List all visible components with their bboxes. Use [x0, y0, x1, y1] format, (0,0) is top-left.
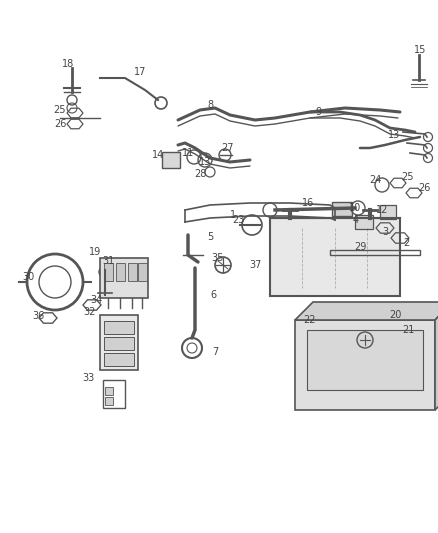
Text: 22: 22: [304, 315, 316, 325]
Text: 2: 2: [403, 238, 409, 248]
Text: 14: 14: [152, 150, 164, 160]
FancyBboxPatch shape: [104, 353, 134, 366]
Text: 17: 17: [134, 67, 146, 77]
Text: 29: 29: [354, 242, 366, 252]
Text: 36: 36: [32, 311, 44, 321]
Text: 26: 26: [54, 119, 66, 129]
Text: 28: 28: [194, 169, 206, 179]
Text: 11: 11: [182, 148, 194, 158]
Text: 20: 20: [389, 310, 401, 320]
Text: 32: 32: [84, 307, 96, 317]
Text: 15: 15: [414, 45, 426, 55]
FancyBboxPatch shape: [355, 215, 373, 229]
Text: 37: 37: [249, 260, 261, 270]
Text: 30: 30: [22, 272, 34, 282]
FancyBboxPatch shape: [295, 320, 435, 410]
Text: 6: 6: [210, 290, 216, 300]
Text: 7: 7: [212, 347, 218, 357]
Text: 9: 9: [315, 107, 321, 117]
Text: 27: 27: [222, 143, 234, 153]
FancyBboxPatch shape: [100, 258, 148, 298]
FancyBboxPatch shape: [307, 330, 423, 390]
FancyBboxPatch shape: [270, 218, 400, 296]
Text: 12: 12: [376, 205, 388, 215]
Text: 34: 34: [90, 295, 102, 305]
Text: 23: 23: [232, 215, 244, 225]
Text: 35: 35: [212, 253, 224, 263]
FancyBboxPatch shape: [104, 321, 134, 334]
FancyBboxPatch shape: [138, 263, 147, 281]
Text: 19: 19: [89, 247, 101, 257]
Text: 33: 33: [82, 373, 94, 383]
FancyBboxPatch shape: [128, 263, 137, 281]
Text: 18: 18: [62, 59, 74, 69]
FancyBboxPatch shape: [105, 387, 113, 395]
Text: 25: 25: [402, 172, 414, 182]
Text: 21: 21: [402, 325, 414, 335]
FancyBboxPatch shape: [116, 263, 125, 281]
Text: 24: 24: [369, 175, 381, 185]
Text: 16: 16: [302, 198, 314, 208]
Text: 13: 13: [388, 130, 400, 140]
Text: 26: 26: [418, 183, 430, 193]
Text: 31: 31: [102, 256, 114, 266]
Text: 1: 1: [230, 210, 236, 220]
Text: 13: 13: [199, 157, 211, 167]
Text: 4: 4: [353, 215, 359, 225]
FancyBboxPatch shape: [104, 263, 113, 281]
FancyBboxPatch shape: [105, 397, 113, 405]
Text: 25: 25: [54, 105, 66, 115]
FancyBboxPatch shape: [100, 315, 138, 370]
FancyBboxPatch shape: [380, 205, 396, 219]
Polygon shape: [295, 302, 438, 320]
Text: 3: 3: [382, 227, 388, 237]
Text: 8: 8: [207, 100, 213, 110]
FancyBboxPatch shape: [162, 152, 180, 168]
Polygon shape: [435, 302, 438, 410]
FancyBboxPatch shape: [104, 337, 134, 350]
FancyBboxPatch shape: [332, 202, 352, 216]
Text: 10: 10: [349, 203, 361, 213]
Text: 5: 5: [207, 232, 213, 242]
